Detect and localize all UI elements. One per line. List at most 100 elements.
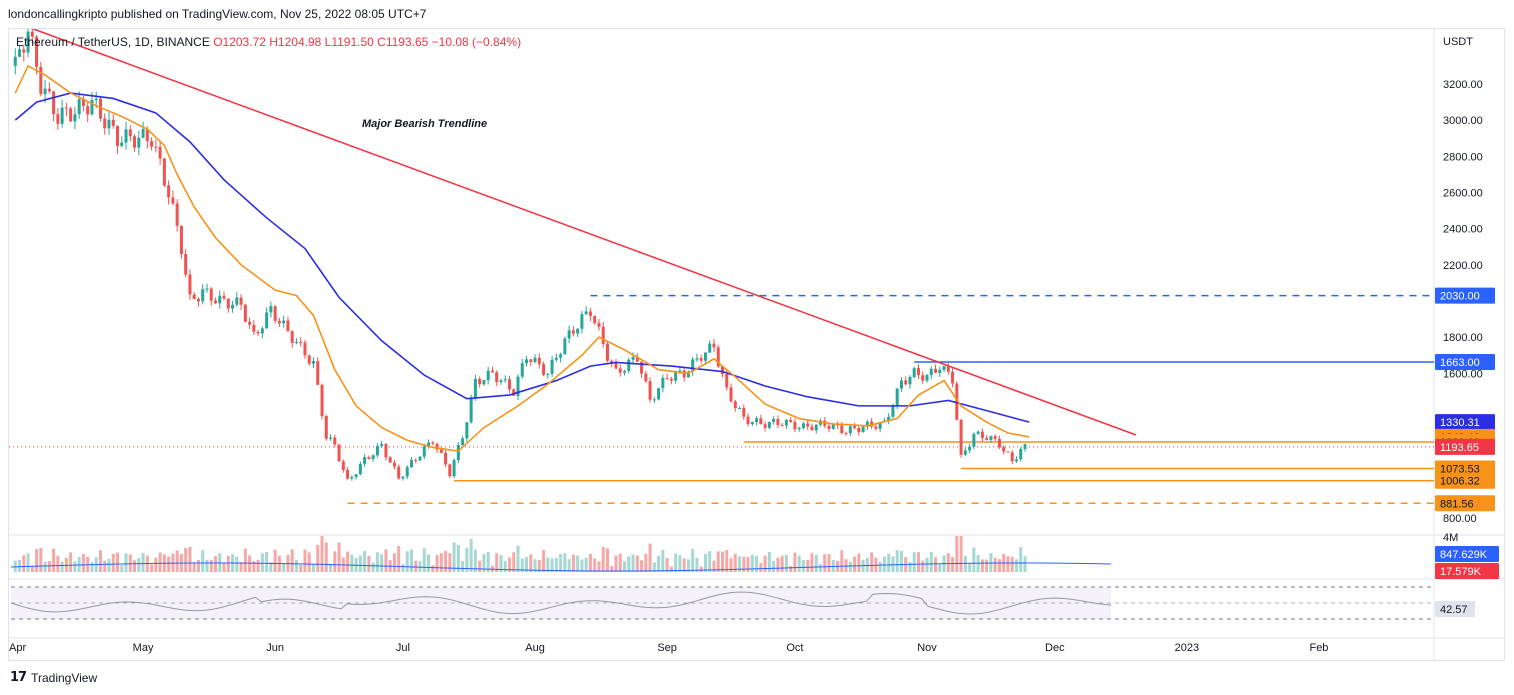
volume-bar (512, 552, 515, 572)
candle-body (1006, 451, 1009, 452)
volume-bar (725, 550, 728, 572)
candle-body (832, 424, 835, 429)
candle-body (286, 320, 289, 330)
volume-bar (529, 554, 532, 572)
candle-body (78, 99, 81, 114)
candle-body (112, 120, 115, 126)
volume-bar (947, 553, 950, 572)
candle-body (764, 424, 767, 428)
chart-frame: USDT 3200.00 3000.00 2800.00 2600.00 2400.00 2… (8, 28, 1505, 661)
volume-bar (248, 555, 251, 572)
x-tick-label: May (133, 642, 154, 654)
candle-body (559, 354, 562, 357)
candle-body (474, 379, 477, 397)
candle-body (508, 379, 511, 389)
volume-bar (244, 549, 247, 572)
candle-body (606, 344, 609, 361)
candle-body (964, 450, 967, 454)
candle-body (576, 329, 579, 334)
volume-bar (938, 565, 941, 572)
volume-bar (308, 552, 311, 572)
tradingview-brand[interactable]: 17 TradingView (10, 670, 97, 685)
volume-bar (998, 559, 1001, 572)
candle-body (495, 372, 498, 382)
volume-bar (444, 551, 447, 572)
candle-body (193, 294, 196, 299)
volume-bar (35, 549, 38, 572)
volume-bar (597, 561, 600, 572)
candle-body (653, 399, 656, 400)
price-badge-label: 1330.31 (1440, 417, 1480, 429)
candle-body (367, 457, 370, 459)
x-tick-label: Dec (1045, 642, 1065, 654)
candle-body (380, 444, 383, 446)
candle-body (393, 463, 396, 467)
volume-bar (61, 562, 64, 572)
candle-body (73, 114, 76, 121)
volume-bar (56, 556, 59, 572)
volume-bar (840, 550, 843, 572)
volume-bar (896, 550, 899, 572)
volume-bar (312, 564, 315, 572)
candle-body (542, 364, 545, 375)
volume-bar (321, 536, 324, 572)
price-badge-label: 2030.00 (1440, 291, 1480, 303)
volume-bar (367, 556, 370, 572)
y-tick-label: 1800.00 (1443, 332, 1483, 344)
x-tick-label: Jul (396, 642, 410, 654)
legend-high: H1204.98 (269, 35, 321, 49)
candle-body (240, 297, 243, 304)
volume-bar (602, 547, 605, 572)
candle-body (188, 275, 191, 295)
candle-body (661, 378, 664, 388)
candle-body (985, 438, 988, 440)
legend-open: O1203.72 (213, 35, 266, 49)
volume-bar (546, 557, 549, 572)
volume-bar (589, 554, 592, 572)
candle-body (747, 417, 750, 424)
volume-bar (184, 548, 187, 572)
volume-bar (384, 549, 387, 572)
candle-body (372, 455, 375, 459)
volume-bar (380, 554, 383, 572)
candle-body (994, 436, 997, 439)
candle-body (657, 388, 660, 399)
candle-body (644, 374, 647, 382)
volume-bar (99, 550, 102, 572)
volume-bar (167, 557, 170, 572)
volume-bar (832, 560, 835, 572)
y-tick-label: 800.00 (1443, 513, 1477, 525)
candle-body (1015, 459, 1018, 461)
volume-bar (666, 558, 669, 572)
volume-bar (376, 552, 379, 572)
x-tick-label: Oct (786, 642, 803, 654)
volume-bar (103, 561, 106, 572)
candle-body (137, 138, 140, 148)
volume-tick-label: 4M (1443, 532, 1458, 544)
volume-bar (887, 554, 890, 572)
volume-bar (580, 560, 583, 572)
volume-bar (22, 555, 25, 572)
volume-bar (223, 563, 226, 572)
candle-body (712, 344, 715, 348)
publisher-header: londoncallingkripto published on Trading… (8, 7, 426, 21)
price-badge-label: 1006.32 (1440, 476, 1480, 488)
candle-body (470, 397, 473, 422)
volume-bar (359, 556, 362, 572)
candle-body (465, 422, 468, 438)
tradingview-logo-icon: 17 (10, 670, 26, 685)
candle-body (908, 377, 911, 384)
candle-body (546, 374, 549, 375)
candle-body (580, 314, 583, 329)
volume-bar (129, 554, 132, 572)
volume-bar (448, 553, 451, 572)
candle-body (683, 370, 686, 377)
volume-bar (299, 565, 302, 572)
candle-body (768, 422, 771, 428)
candle-body (810, 426, 813, 430)
volume-bar (142, 553, 145, 572)
candle-body (163, 158, 166, 185)
candle-body (248, 322, 251, 325)
volume-bar (78, 557, 81, 572)
candle-body (69, 108, 72, 121)
